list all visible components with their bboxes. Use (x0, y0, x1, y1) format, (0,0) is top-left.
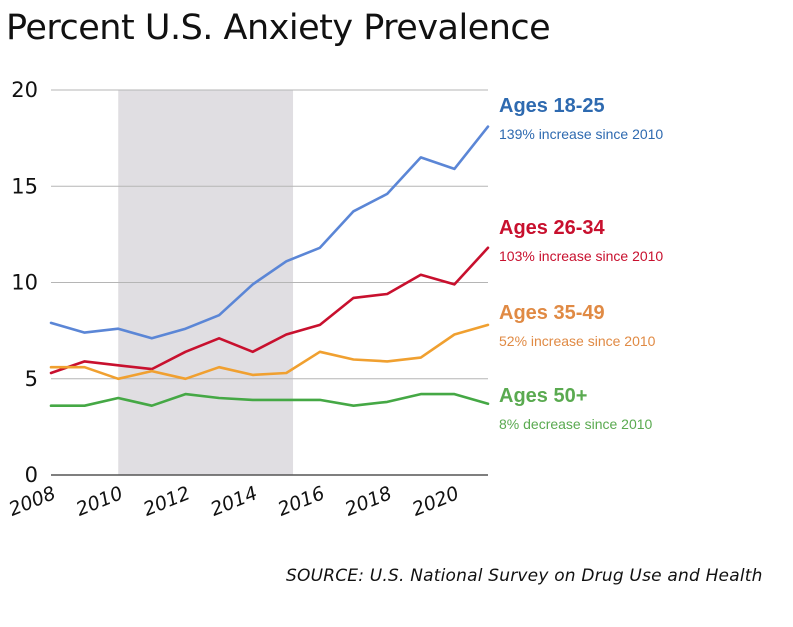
series-label-ages-50-: Ages 50+ (499, 385, 587, 407)
y-tick-label: 10 (11, 271, 38, 295)
series-line-ages-26-34 (49, 246, 490, 375)
x-tick-label: 2016 (275, 482, 328, 521)
series-line-ages-18-25 (49, 125, 490, 340)
chart-title: Percent U.S. Anxiety Prevalence (6, 8, 551, 48)
series-label-ages-26-34: Ages 26-34 (499, 217, 605, 239)
source-note: SOURCE: U.S. National Survey on Drug Use… (286, 566, 763, 586)
y-tick-label: 15 (11, 174, 38, 198)
series-note-ages-18-25: 139% increase since 2010 (499, 126, 663, 142)
x-tick-label: 2008 (6, 482, 59, 521)
series-note-ages-50-: 8% decrease since 2010 (499, 416, 653, 432)
x-tick-label: 2010 (73, 482, 126, 521)
x-tick-label: 2020 (409, 482, 462, 521)
series-note-ages-26-34: 103% increase since 2010 (499, 248, 663, 264)
x-tick-label: 2014 (207, 482, 260, 521)
series-note-ages-35-49: 52% increase since 2010 (499, 333, 656, 349)
x-tick-label: 2012 (140, 482, 193, 521)
y-tick-label: 20 (11, 78, 38, 102)
grid-layer (51, 89, 488, 476)
y-tick-label: 5 (25, 367, 38, 391)
series-labels: Ages 18-25 139% increase since 2010 Ages 2… (499, 95, 663, 432)
x-tick-label: 2018 (342, 482, 395, 521)
series-line-ages-35-49 (49, 323, 490, 381)
series-layer (49, 125, 490, 408)
series-label-ages-18-25: Ages 18-25 (499, 95, 605, 117)
x-tick-labels: 2008 2010 2012 2014 2016 2018 2020 (6, 482, 462, 521)
y-tick-label: 0 (25, 463, 38, 487)
series-label-ages-35-49: Ages 35-49 (499, 302, 605, 324)
y-tick-labels: 0 5 10 15 20 (11, 78, 38, 487)
series-line-ages-50- (49, 392, 490, 408)
